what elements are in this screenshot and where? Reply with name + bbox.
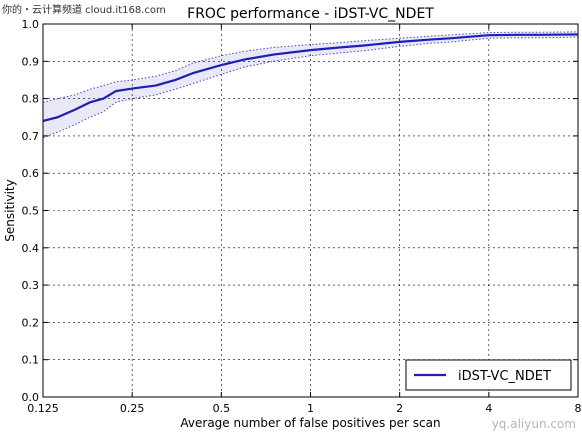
confidence-band-fill: [43, 31, 578, 138]
grid-layer: [43, 24, 578, 397]
chart-title: FROC performance - iDST-VC_NDET: [187, 6, 434, 22]
x-tick-label: 0.25: [120, 402, 145, 415]
y-axis-label: Sensitivity: [3, 179, 17, 241]
y-tick-label: 0.4: [22, 242, 40, 255]
series-line: [42, 33, 579, 123]
x-tick-label: 1: [307, 402, 314, 415]
tick-layer: 0.125 0.25 0.5 1 2 4 8 0.0 0.1 0.2 0.3 0.4 0.5 0.6 0.7…: [22, 18, 582, 415]
y-tick-label: 0.3: [22, 279, 40, 292]
legend: iDST-VC_NDET: [405, 359, 572, 391]
y-tick-label: 0.2: [22, 316, 40, 329]
y-tick-label: 0.8: [22, 93, 40, 106]
x-tick-label: 0.125: [27, 402, 59, 415]
x-tick-label: 0.5: [213, 402, 231, 415]
legend-label: iDST-VC_NDET: [458, 369, 551, 384]
y-tick-label: 0.0: [22, 391, 40, 404]
x-tick-label: 4: [485, 402, 492, 415]
watermark-top: 你的・云计算频道 cloud.it168.com: [2, 5, 166, 16]
y-tick-label: 0.1: [22, 354, 40, 367]
x-tick-label: 2: [396, 402, 403, 415]
y-tick-label: 1.0: [22, 18, 40, 31]
y-tick-label: 0.7: [22, 130, 40, 143]
x-axis-label: Average number of false positives per sc…: [180, 416, 440, 430]
y-tick-label: 0.6: [22, 167, 40, 180]
confidence-band: [42, 31, 579, 139]
series-layer: [42, 33, 579, 123]
x-tick-label: 8: [575, 402, 582, 415]
y-tick-label: 0.9: [22, 55, 40, 68]
y-tick-label: 0.5: [22, 205, 40, 218]
watermark-bottom: yq.aliyun.com: [491, 417, 576, 431]
